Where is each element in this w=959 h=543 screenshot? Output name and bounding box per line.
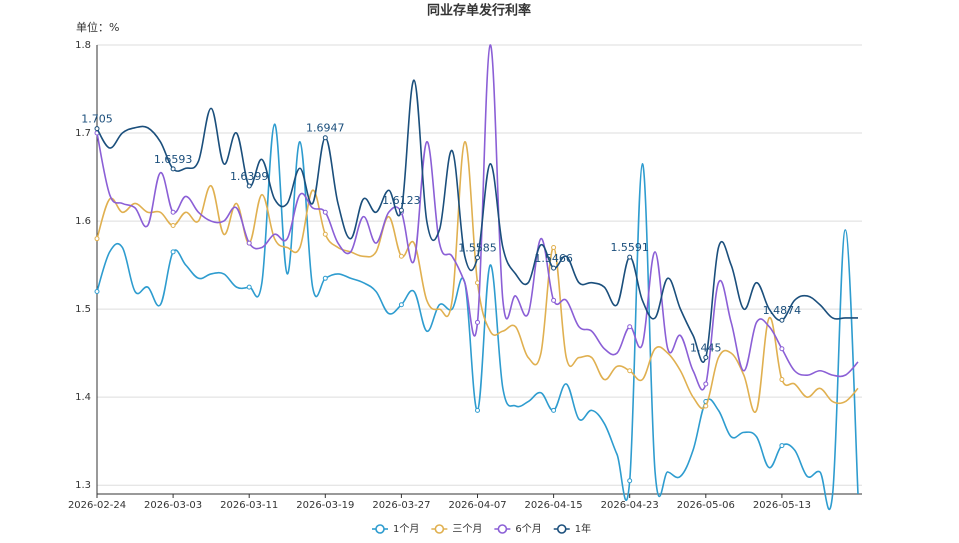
point (246, 183, 252, 189)
x-tick-label: 2026-04-23 (601, 500, 659, 511)
data-label: 1.5585 (458, 242, 497, 255)
chart-title: 同业存单发行利率 (427, 3, 531, 19)
point (475, 280, 480, 286)
data-label: 1.705 (81, 113, 113, 126)
y-tick-label: 1.3 (75, 480, 91, 491)
legend-label: 三个月 (452, 523, 482, 535)
legend-icon (434, 524, 445, 534)
x-tick-label: 2026-02-24 (68, 500, 126, 511)
point (94, 289, 100, 295)
point (703, 381, 709, 387)
series-line (96, 44, 859, 391)
point (475, 407, 480, 413)
point (322, 275, 328, 281)
point (246, 240, 252, 246)
point (703, 403, 709, 409)
x-tick-label: 2026-04-07 (448, 500, 506, 511)
point (398, 302, 404, 308)
x-tick-label: 2026-03-27 (372, 500, 430, 511)
point (779, 377, 785, 383)
point (551, 407, 557, 413)
point (779, 443, 785, 449)
point (475, 319, 480, 325)
x-tick-label: 2026-03-03 (144, 500, 202, 511)
legend-label: 1个月 (393, 523, 419, 535)
legend-label: 1年 (575, 522, 591, 535)
point (779, 346, 785, 352)
y-tick-label: 1.5 (75, 304, 91, 315)
data-label: 1.6947 (306, 122, 345, 135)
point (322, 209, 328, 215)
point (551, 265, 557, 271)
data-label: 1.6593 (154, 153, 193, 166)
legend-icon (497, 524, 508, 534)
legend-icon (556, 524, 567, 534)
y-tick-label: 1.4 (75, 392, 91, 403)
data-label: 1.6399 (230, 170, 269, 183)
point (475, 255, 480, 261)
legend-label: 6个月 (515, 523, 541, 535)
series-line (96, 123, 859, 511)
point (551, 297, 557, 303)
data-label: 1.6123 (382, 194, 421, 207)
x-tick-label: 2026-03-11 (220, 500, 278, 511)
point (94, 236, 100, 242)
series-line (96, 79, 858, 363)
data-label: 1.4874 (763, 304, 802, 317)
x-tick-label: 2026-05-06 (677, 500, 735, 511)
point (398, 253, 404, 259)
y-tick-label: 1.7 (75, 128, 91, 139)
y-tick-label: 1.8 (75, 40, 91, 51)
point (627, 478, 633, 484)
y-tick-label: 1.6 (75, 216, 91, 227)
legend-icon (375, 524, 385, 534)
unit-label: 单位：% (76, 20, 119, 34)
point (246, 284, 252, 290)
x-tick-label: 2026-04-15 (525, 500, 583, 511)
point (322, 135, 328, 141)
point (627, 254, 633, 260)
point (170, 222, 176, 228)
point (627, 368, 633, 374)
series-line (96, 141, 859, 414)
data-label: 1.445 (690, 342, 722, 355)
x-tick-label: 2026-03-19 (296, 500, 354, 511)
point (170, 209, 176, 215)
data-label: 1.5591 (610, 241, 649, 254)
point (703, 355, 709, 361)
legend: 1个月 三个月 6个月 1年 (372, 522, 591, 535)
point (627, 324, 633, 330)
x-tick-label: 2026-05-13 (753, 500, 811, 511)
point (551, 244, 557, 250)
point (322, 231, 328, 237)
point (170, 166, 176, 172)
point (94, 126, 100, 132)
point (779, 317, 785, 323)
point (398, 207, 404, 213)
data-label: 1.5466 (534, 252, 573, 265)
point (170, 249, 176, 255)
